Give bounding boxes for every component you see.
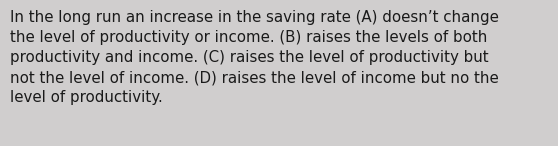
Text: In the long run an increase in the saving rate (A) doesn’t change
the level of p: In the long run an increase in the savin… [10, 10, 499, 105]
